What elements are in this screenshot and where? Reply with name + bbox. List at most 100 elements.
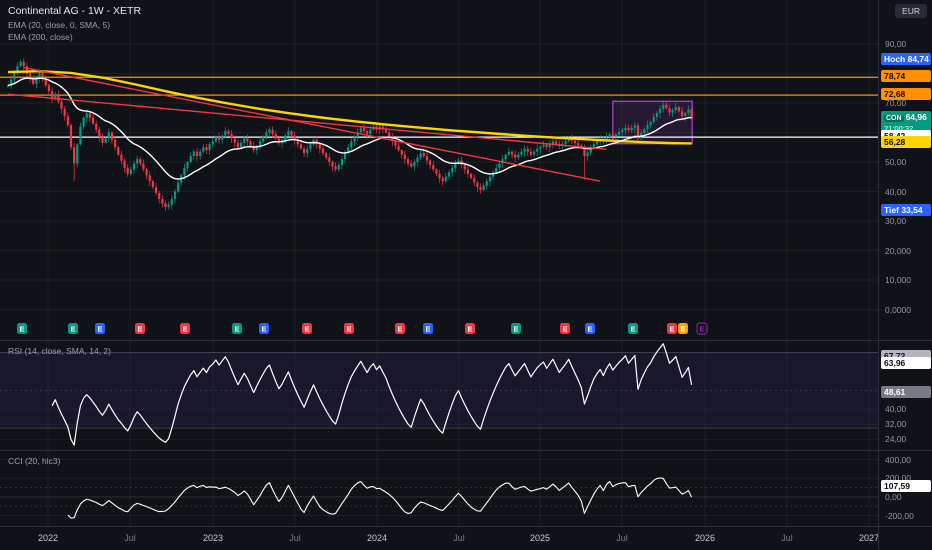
time-axis-label: 2025 xyxy=(529,533,551,543)
earnings-marker-icon[interactable]: E xyxy=(465,323,475,334)
candle-body xyxy=(154,187,158,193)
future-earnings-marker-icon[interactable]: E xyxy=(696,322,708,335)
cci-pane-canvas[interactable] xyxy=(0,451,878,526)
candle-body xyxy=(161,198,164,204)
axis-tick-label: 90,00 xyxy=(885,39,907,49)
axis-tick-label: -200,00 xyxy=(885,510,914,521)
indicator-ema20-label[interactable]: EMA (20, close, 0, SMA, 5) xyxy=(8,20,111,30)
candle-body xyxy=(337,164,340,170)
candle-body xyxy=(677,107,681,112)
candle-body xyxy=(57,94,60,102)
candle-body xyxy=(517,154,520,158)
candle-body xyxy=(665,104,668,109)
candle-body xyxy=(170,198,173,205)
candle-body xyxy=(151,181,154,188)
earnings-marker-icon[interactable]: E xyxy=(95,323,105,334)
candle-body xyxy=(429,160,432,165)
candle-body xyxy=(662,104,665,109)
candle-body xyxy=(95,123,98,130)
earnings-marker-icon[interactable]: E xyxy=(259,323,269,334)
candle-body xyxy=(88,113,91,118)
earnings-marker-icon[interactable]: E xyxy=(17,323,27,334)
candle-body xyxy=(608,134,611,138)
candle-body xyxy=(668,108,671,113)
candle-body xyxy=(366,131,369,134)
earnings-marker-icon[interactable]: E xyxy=(344,323,354,334)
candle-body xyxy=(331,162,334,167)
candle-body xyxy=(573,140,577,144)
price-axis[interactable]: 90,00 70,00 50,00 40,00 30,00 20,000 10,000 0,0… xyxy=(878,0,932,550)
rsi-mid-badge: 48,61 xyxy=(881,385,931,398)
pane-separator[interactable] xyxy=(0,340,932,341)
candle-body xyxy=(73,147,76,164)
symbol-title[interactable]: Continental AG - 1W - XETR xyxy=(8,5,142,17)
time-axis-label: Jul xyxy=(781,533,793,543)
candle-body xyxy=(614,134,618,137)
earnings-marker-icon[interactable]: E xyxy=(135,323,145,334)
candle-body xyxy=(299,144,303,149)
candle-body xyxy=(19,61,22,67)
candle-body xyxy=(643,128,646,134)
time-axis[interactable]: 2022 Jul 2023 Jul 2024 Jul 2025 Jul 2026 Jul 2027 xyxy=(0,527,879,550)
hline-7874-badge: 78,74 xyxy=(881,70,931,83)
candle-body xyxy=(123,160,126,168)
earnings-marker-icon[interactable]: E xyxy=(585,323,595,334)
candle-body xyxy=(177,182,180,192)
candle-body xyxy=(107,132,110,139)
candle-body xyxy=(205,147,208,151)
axis-tick-label: 24,00 xyxy=(885,434,907,445)
candle-body xyxy=(334,166,337,170)
cci-value-badge: 107,59 xyxy=(881,479,931,492)
rsi-indicator-label[interactable]: RSI (14, close, SMA, 14, 2) xyxy=(8,346,111,356)
candle-body xyxy=(296,139,299,145)
earnings-marker-icon[interactable]: E xyxy=(560,323,570,334)
candle-body xyxy=(671,110,674,113)
candle-body xyxy=(526,148,529,152)
pane-separator[interactable] xyxy=(0,450,932,451)
candle-body xyxy=(214,136,217,142)
earnings-marker-icon[interactable]: E xyxy=(423,323,433,334)
candle-body xyxy=(514,154,517,158)
candle-body xyxy=(104,138,107,143)
candle-body xyxy=(410,163,413,167)
candle-body xyxy=(586,152,589,157)
earnings-marker-icon[interactable]: E xyxy=(628,323,638,334)
earnings-marker-icon[interactable]: E xyxy=(395,323,405,334)
svg-text:E: E xyxy=(562,325,567,334)
candle-body xyxy=(438,173,441,179)
candle-body xyxy=(488,176,492,182)
cci-indicator-label[interactable]: CCI (20, hlc3) xyxy=(8,456,61,466)
candle-body xyxy=(142,163,145,170)
candle-body xyxy=(208,144,211,151)
candle-body xyxy=(476,182,479,188)
candle-body xyxy=(655,113,658,118)
candle-body xyxy=(633,125,636,128)
candle-body xyxy=(545,144,548,148)
currency-button[interactable]: EUR xyxy=(895,4,927,18)
candle-body xyxy=(117,147,120,155)
candle-body xyxy=(391,136,394,142)
earnings-marker-icon[interactable]: E xyxy=(667,323,677,334)
earnings-marker-icon[interactable]: E xyxy=(232,323,242,334)
earnings-marker-icon[interactable]: E xyxy=(678,323,688,334)
indicator-ema200-label[interactable]: EMA (200, close) xyxy=(8,32,73,42)
cci-line xyxy=(67,477,693,519)
candle-body xyxy=(577,143,580,146)
ema20-line xyxy=(7,77,692,180)
earnings-marker-icon[interactable]: E xyxy=(180,323,190,334)
candle-body xyxy=(101,136,104,143)
earnings-marker-icon[interactable]: E xyxy=(68,323,78,334)
candle-body xyxy=(529,151,532,155)
candle-body xyxy=(309,144,312,149)
earnings-marker-icon[interactable]: E xyxy=(302,323,312,334)
candle-body xyxy=(66,116,69,126)
candle-body xyxy=(384,129,388,133)
candle-body xyxy=(268,129,271,133)
axis-tick-label: 32,00 xyxy=(885,419,907,430)
earnings-marker-icon[interactable]: E xyxy=(511,323,521,334)
candle-body xyxy=(227,131,230,134)
rsi-pane-canvas[interactable] xyxy=(0,341,878,450)
candle-body xyxy=(510,151,514,155)
candle-body xyxy=(406,159,410,164)
